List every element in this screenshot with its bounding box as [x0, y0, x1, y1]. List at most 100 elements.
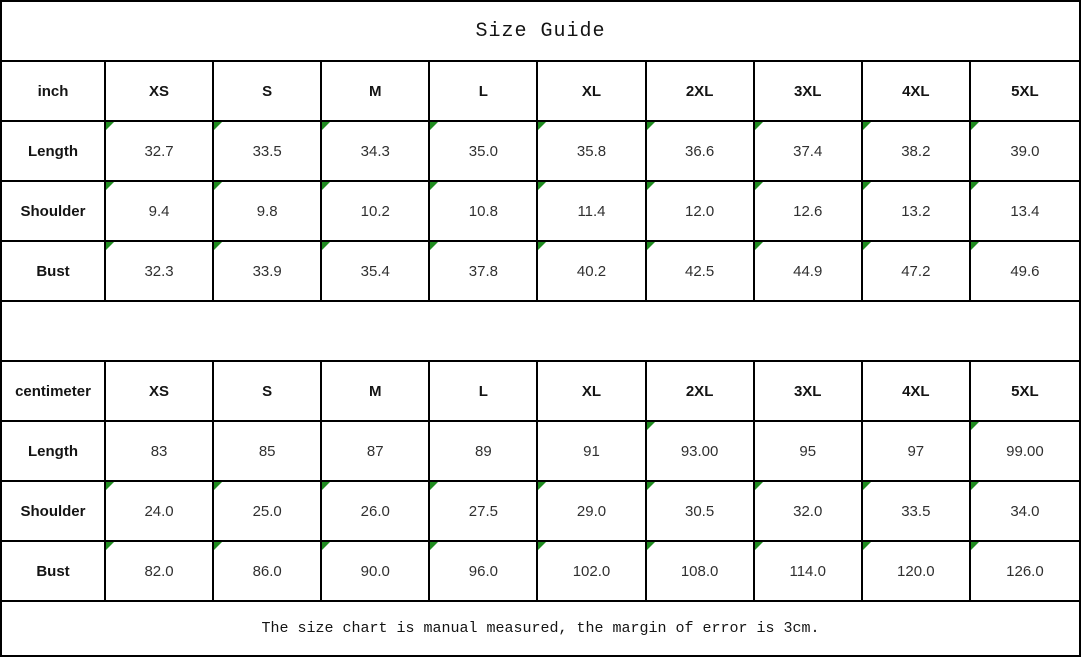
size-value-cell-label: 33.5 — [252, 142, 282, 160]
inch-table: inch XS S M L XL 2XL 3XL 4XL 5XL Length 32.7 33.5 34.… — [2, 62, 1079, 302]
comment-marker-icon — [106, 122, 114, 130]
size-value-cell: 93.00 — [646, 422, 755, 482]
size-value-cell-label: 24.0 — [144, 502, 174, 520]
comment-marker-icon — [754, 542, 763, 550]
size-value-cell: 97 — [862, 422, 971, 482]
size-value-cell: 24.0 — [106, 482, 215, 542]
size-value-cell: 9.4 — [106, 182, 215, 242]
size-value-cell: 13.4 — [970, 182, 1079, 242]
size-col-header-label: XS — [149, 82, 170, 100]
comment-marker-icon — [862, 482, 871, 490]
size-value-cell: 10.2 — [322, 182, 431, 242]
comment-marker-icon — [754, 482, 763, 490]
size-value-cell: 90.0 — [322, 542, 431, 602]
comment-marker-icon — [430, 242, 439, 250]
size-value-cell-label: 93.00 — [680, 442, 719, 460]
size-value-cell: 9.8 — [214, 182, 323, 242]
size-value-cell: 11.4 — [538, 182, 647, 242]
size-value-cell: 83 — [106, 422, 215, 482]
size-value-cell-label: 95 — [799, 442, 817, 460]
size-value-cell: 33.9 — [214, 242, 323, 302]
size-col-header-label: M — [369, 82, 382, 100]
size-value-cell: 34.3 — [322, 122, 431, 182]
comment-marker-icon — [538, 122, 547, 130]
size-col-header: 2XL — [646, 362, 755, 422]
size-col-header: M — [322, 62, 431, 122]
comment-marker-icon — [538, 182, 547, 190]
comment-marker-icon — [106, 482, 114, 490]
size-value-cell-label: 102.0 — [572, 562, 611, 580]
size-value-cell-label: 29.0 — [576, 502, 607, 520]
size-value-cell: 44.9 — [754, 242, 863, 302]
size-value-cell-label: 120.0 — [897, 562, 935, 580]
comment-marker-icon — [322, 542, 331, 550]
size-col-header: XS — [106, 362, 215, 422]
comment-marker-icon — [862, 122, 871, 130]
comment-marker-icon — [214, 182, 223, 190]
size-col-header: 5XL — [970, 62, 1079, 122]
size-value-cell-label: 34.0 — [1010, 502, 1040, 520]
size-value-cell-label: 42.5 — [685, 262, 715, 280]
unit-header: inch — [2, 62, 106, 122]
size-value-cell-label: 44.9 — [793, 262, 823, 280]
size-col-header-label: 3XL — [793, 382, 822, 400]
row-label-label: Length — [28, 442, 78, 460]
size-col-header: 4XL — [862, 362, 971, 422]
size-col-header-label: S — [262, 82, 273, 100]
size-value-cell: 114.0 — [754, 542, 863, 602]
size-value-cell: 38.2 — [862, 122, 971, 182]
size-value-cell-label: 32.7 — [144, 142, 174, 160]
size-value-cell: 47.2 — [862, 242, 971, 302]
footer-note: The size chart is manual measured, the m… — [2, 602, 1079, 657]
comment-marker-icon — [754, 122, 763, 130]
row-label-label: Bust — [36, 562, 70, 580]
size-value-cell: 108.0 — [646, 542, 755, 602]
size-value-cell: 30.5 — [646, 482, 755, 542]
size-value-cell: 102.0 — [538, 542, 647, 602]
size-value-cell: 35.0 — [430, 122, 539, 182]
comment-marker-icon — [970, 122, 979, 130]
size-value-cell: 29.0 — [538, 482, 647, 542]
size-value-cell: 49.6 — [970, 242, 1079, 302]
comment-marker-icon — [322, 482, 331, 490]
size-value-cell: 86.0 — [214, 542, 323, 602]
unit-header-label: centimeter — [15, 382, 91, 400]
size-value-cell-label: 26.0 — [360, 502, 390, 520]
size-value-cell: 32.7 — [106, 122, 215, 182]
comment-marker-icon — [214, 542, 223, 550]
row-label-label: Bust — [36, 262, 70, 280]
size-value-cell: 89 — [430, 422, 539, 482]
size-col-header: 4XL — [862, 62, 971, 122]
row-label: Bust — [2, 242, 106, 302]
size-value-cell-label: 114.0 — [789, 562, 826, 580]
comment-marker-icon — [214, 122, 223, 130]
row-label-label: Length — [28, 142, 78, 160]
size-value-cell: 120.0 — [862, 542, 971, 602]
row-label: Length — [2, 122, 106, 182]
size-value-cell: 35.8 — [538, 122, 647, 182]
size-value-cell: 26.0 — [322, 482, 431, 542]
size-col-header: 5XL — [970, 362, 1079, 422]
comment-marker-icon — [214, 242, 223, 250]
comment-marker-icon — [754, 182, 763, 190]
size-value-cell-label: 36.6 — [685, 142, 715, 160]
size-value-cell: 91 — [538, 422, 647, 482]
size-value-cell: 85 — [214, 422, 323, 482]
size-value-cell-label: 12.0 — [685, 202, 715, 220]
comment-marker-icon — [106, 182, 114, 190]
size-value-cell-label: 12.6 — [793, 202, 823, 220]
size-value-cell-label: 39.0 — [1010, 142, 1040, 160]
size-value-cell: 12.6 — [754, 182, 863, 242]
size-col-header-label: L — [478, 82, 488, 100]
size-value-cell-label: 38.2 — [901, 142, 931, 160]
comment-marker-icon — [646, 182, 655, 190]
size-value-cell: 37.8 — [430, 242, 539, 302]
size-col-header: S — [214, 362, 323, 422]
size-value-cell: 82.0 — [106, 542, 215, 602]
size-value-cell-label: 126.0 — [1006, 562, 1044, 580]
comment-marker-icon — [646, 122, 655, 130]
size-value-cell-label: 10.8 — [468, 202, 498, 220]
size-value-cell-label: 40.2 — [576, 262, 607, 280]
size-value-cell: 33.5 — [214, 122, 323, 182]
